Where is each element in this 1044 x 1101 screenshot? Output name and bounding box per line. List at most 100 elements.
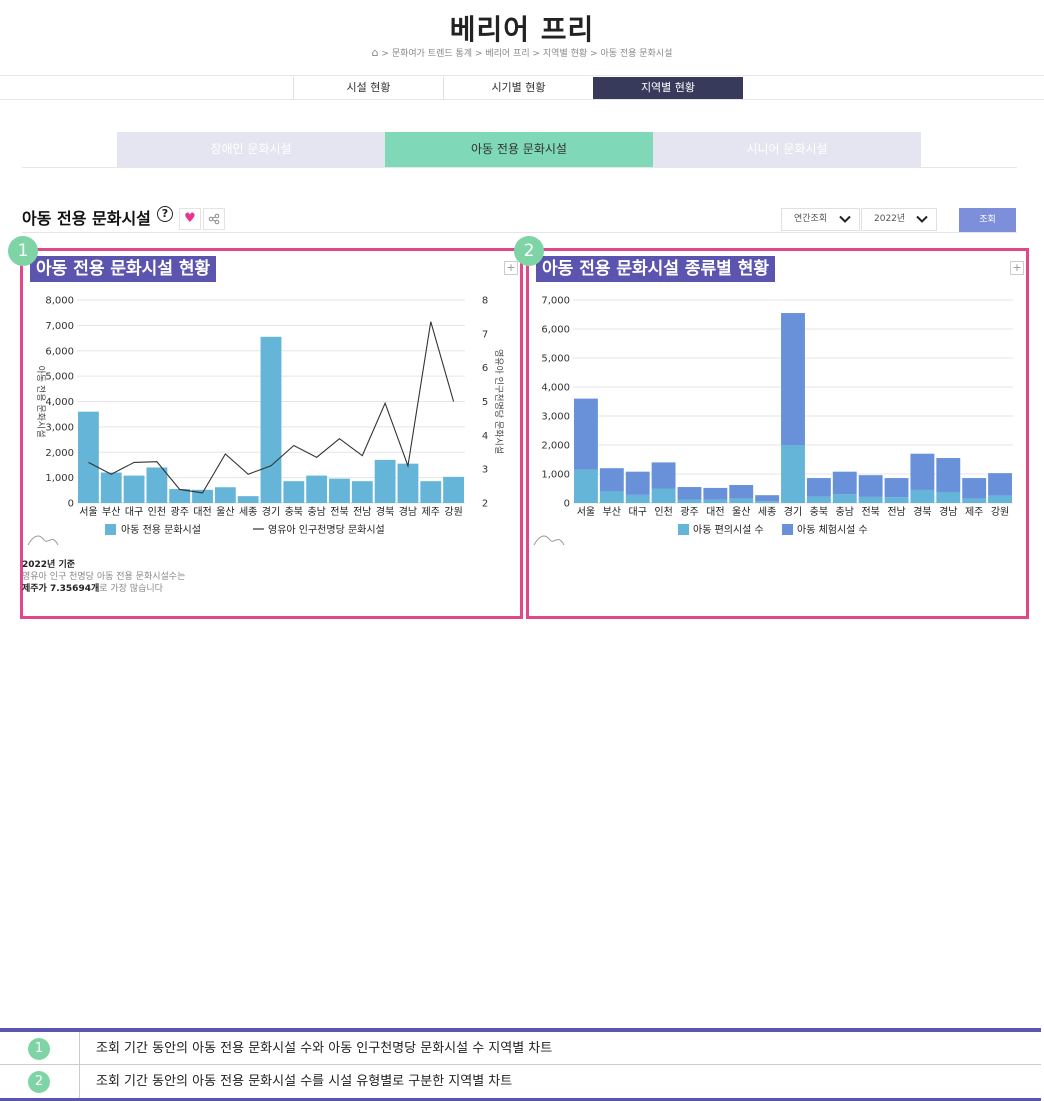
bar-segment (729, 498, 754, 503)
bar-segment (858, 496, 883, 503)
bar-segment (574, 398, 598, 470)
bar (146, 467, 168, 503)
chevron-down-icon (839, 215, 851, 223)
y-tick-label: 6,000 (541, 325, 570, 336)
note-desc: 영유아 인구 천명당 아동 전용 문화시설수는 (22, 572, 186, 582)
bar-segment (651, 462, 676, 489)
chart-panel-2 (526, 248, 1029, 619)
chart-1: 0 1,000 2,000 3,000 4,000 5,000 6,000 7,000 8,00… (27, 296, 504, 546)
x-tick-label: 울산 (732, 506, 750, 518)
x-tick-label: 세종 (239, 506, 257, 518)
tab-facility-status[interactable]: 시설 현황 (293, 77, 443, 99)
x-tick-label: 광주 (680, 506, 698, 518)
bar-segment (755, 495, 780, 502)
bar-segment (988, 495, 1012, 503)
bar-segment (936, 458, 961, 492)
table-row: 1 조회 기간 동안의 아동 전용 문화시설 수와 아동 인구천명당 문화시설 … (0, 1032, 1041, 1065)
year-select[interactable]: 2022년 (861, 208, 937, 231)
bar-segment (574, 469, 598, 503)
share-button[interactable] (203, 208, 225, 230)
bar-segment (806, 496, 831, 503)
chevron-down-icon (916, 215, 928, 223)
row-text: 조회 기간 동안의 아동 전용 문화시설 수를 시설 유형별로 구분한 지역별 … (96, 1074, 513, 1089)
x-tick-label: 경기 (262, 505, 280, 518)
x-tick-label: 인천 (654, 506, 672, 518)
x-tick-label: 강원 (991, 506, 1009, 518)
chart-panel-1 (20, 248, 523, 619)
legend-label: 영유아 인구천명당 문화시설 (268, 524, 385, 536)
tab-period-status[interactable]: 시기별 현황 (443, 77, 593, 99)
bar (306, 475, 328, 503)
bar (237, 496, 259, 503)
bar-segment (703, 487, 728, 500)
x-tick-label: 경남 (399, 505, 417, 518)
legend-label: 아동 체험시설 수 (797, 524, 868, 536)
divider (22, 232, 1017, 233)
x-tick-label: 충북 (285, 506, 303, 518)
expand-button[interactable]: + (504, 261, 518, 275)
expand-button[interactable]: + (1010, 261, 1024, 275)
tab-region-status[interactable]: 지역별 현황 (593, 77, 743, 99)
x-tick-label: 충북 (810, 506, 828, 518)
bar (329, 478, 350, 503)
main-tabs: 시설 현황 시기별 현황 지역별 현황 (293, 77, 743, 99)
bar-segment (703, 499, 728, 503)
x-tick-label: 부산 (603, 506, 621, 518)
bar-segment (832, 494, 857, 503)
bar (351, 481, 373, 503)
breadcrumb-item[interactable]: 지역별 현황 (542, 49, 588, 59)
x-tick-label: 경남 (939, 505, 957, 518)
legend-swatch (105, 524, 116, 535)
help-icon[interactable]: ? (157, 206, 173, 222)
bar-segment (677, 499, 702, 503)
y-axis-label: 아동 전용 문화시설 (35, 366, 46, 438)
period-select[interactable]: 연간조회 (781, 208, 860, 231)
callout-badge-1: 1 (8, 236, 38, 266)
bar-segment (599, 491, 624, 503)
bar (420, 481, 442, 503)
x-tick-label: 대전 (193, 506, 211, 518)
search-button[interactable]: 조회 (959, 208, 1016, 232)
home-icon[interactable]: ⌂ (371, 46, 379, 59)
legend-swatch (782, 524, 793, 535)
x-tick-label: 세종 (758, 506, 776, 518)
y-tick-label: 2,000 (541, 441, 570, 452)
subtab-disabled-facilities[interactable]: 장애인 문화시설 (117, 132, 385, 167)
bar-segment (884, 497, 909, 503)
breadcrumb-item[interactable]: 베리어 프리 (485, 49, 530, 59)
x-tick-label: 서울 (577, 506, 595, 518)
bar (397, 463, 419, 503)
y-tick-label: 7,000 (541, 296, 570, 307)
bar-segment (599, 468, 624, 492)
y2-tick-label: 2 (482, 499, 488, 510)
chart-title-2: 아동 전용 문화시설 종류별 현황 (536, 256, 775, 282)
y-tick-label: 1,000 (541, 470, 570, 481)
y-tick-label: 7,000 (45, 321, 74, 332)
x-tick-label: 전남 (887, 506, 905, 518)
row-badge: 2 (28, 1071, 50, 1093)
x-tick-label: 울산 (216, 506, 234, 518)
bar (123, 475, 145, 503)
callout-badge-2: 2 (514, 236, 544, 266)
x-tick-label: 광주 (171, 506, 189, 518)
bar-segment (910, 489, 935, 503)
y-tick-label: 3,000 (541, 412, 570, 423)
favorite-button[interactable]: ♥ (179, 208, 201, 230)
x-tick-label: 대구 (125, 506, 143, 518)
divider (0, 75, 1044, 76)
bar-segment (858, 475, 883, 497)
bar (443, 476, 464, 503)
breadcrumb-item: 아동 전용 문화시설 (600, 49, 673, 59)
breadcrumb-item[interactable]: 문화여가 트렌드 통계 (391, 49, 473, 59)
y2-tick-label: 3 (482, 465, 488, 476)
bar-segment (677, 487, 702, 500)
x-tick-label: 대전 (706, 506, 724, 518)
y-tick-label: 2,000 (45, 448, 74, 459)
x-tick-label: 인천 (148, 506, 166, 518)
breadcrumb: ⌂ > 문화여가 트렌드 통계 > 베리어 프리 > 지역별 현황 > 아동 전… (371, 46, 673, 59)
subtab-child-facilities[interactable]: 아동 전용 문화시설 (385, 132, 653, 167)
subtab-senior-facilities[interactable]: 시니어 문화시설 (653, 132, 921, 167)
row-text: 조회 기간 동안의 아동 전용 문화시설 수와 아동 인구천명당 문화시설 수 … (96, 1041, 553, 1056)
y-tick-label: 6,000 (45, 346, 74, 357)
bar-segment (625, 471, 650, 495)
